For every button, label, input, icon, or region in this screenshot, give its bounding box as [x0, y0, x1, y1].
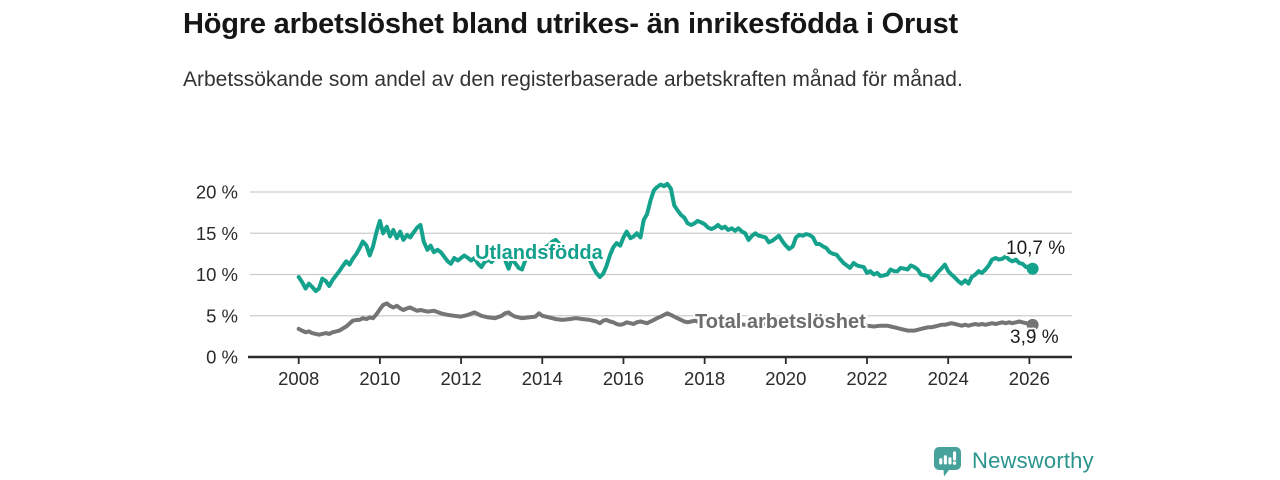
x-tick-label: 2024 — [928, 368, 969, 389]
series-line — [296, 181, 1035, 293]
x-tick-label: 2020 — [765, 368, 806, 389]
chart-area: 0 % 5 % 10 % 15 % 20 % 2008 2010 2012 2014 2016 20… — [170, 168, 1100, 406]
line-chart-svg: 0 % 5 % 10 % 15 % 20 % 2008 2010 2012 2014 2016 20… — [196, 181, 1072, 389]
series-end-dot — [1026, 318, 1039, 331]
y-tick-label: 5 % — [206, 305, 238, 326]
x-tick-label: 2026 — [1009, 368, 1050, 389]
brand-footer: Newsworthy — [933, 445, 1094, 477]
end-value-utlandsfodda: 10,7 % — [1006, 238, 1066, 259]
y-tick-label: 0 % — [206, 347, 238, 368]
x-tick-label: 2022 — [846, 368, 887, 389]
end-value-total-arbetsloshet: 3,9 % — [1010, 327, 1059, 348]
series-end-dot — [1026, 262, 1039, 275]
y-tick-label: 20 % — [196, 182, 238, 203]
y-tick-label: 15 % — [196, 223, 238, 244]
y-tick-label: 10 % — [196, 264, 238, 285]
x-tick-label: 2012 — [441, 368, 482, 389]
page-title: Högre arbetslöshet bland utrikes- än inr… — [183, 8, 958, 40]
x-tick-label: 2014 — [522, 368, 563, 389]
brand-name: Newsworthy — [972, 448, 1094, 473]
x-tick-label: 2016 — [603, 368, 644, 389]
newsworthy-logo-icon — [933, 446, 962, 477]
series-line — [296, 301, 1035, 337]
x-tick-label: 2018 — [684, 368, 725, 389]
x-tick-label: 2010 — [359, 368, 400, 389]
series-label-total-arbetsloshet: Total arbetslöshet — [695, 311, 866, 333]
series-label-utlandsfodda: Utlandsfödda — [475, 242, 603, 264]
x-tick-label: 2008 — [278, 368, 319, 389]
chart-subtitle: Arbetssökande som andel av den registerb… — [183, 68, 963, 91]
